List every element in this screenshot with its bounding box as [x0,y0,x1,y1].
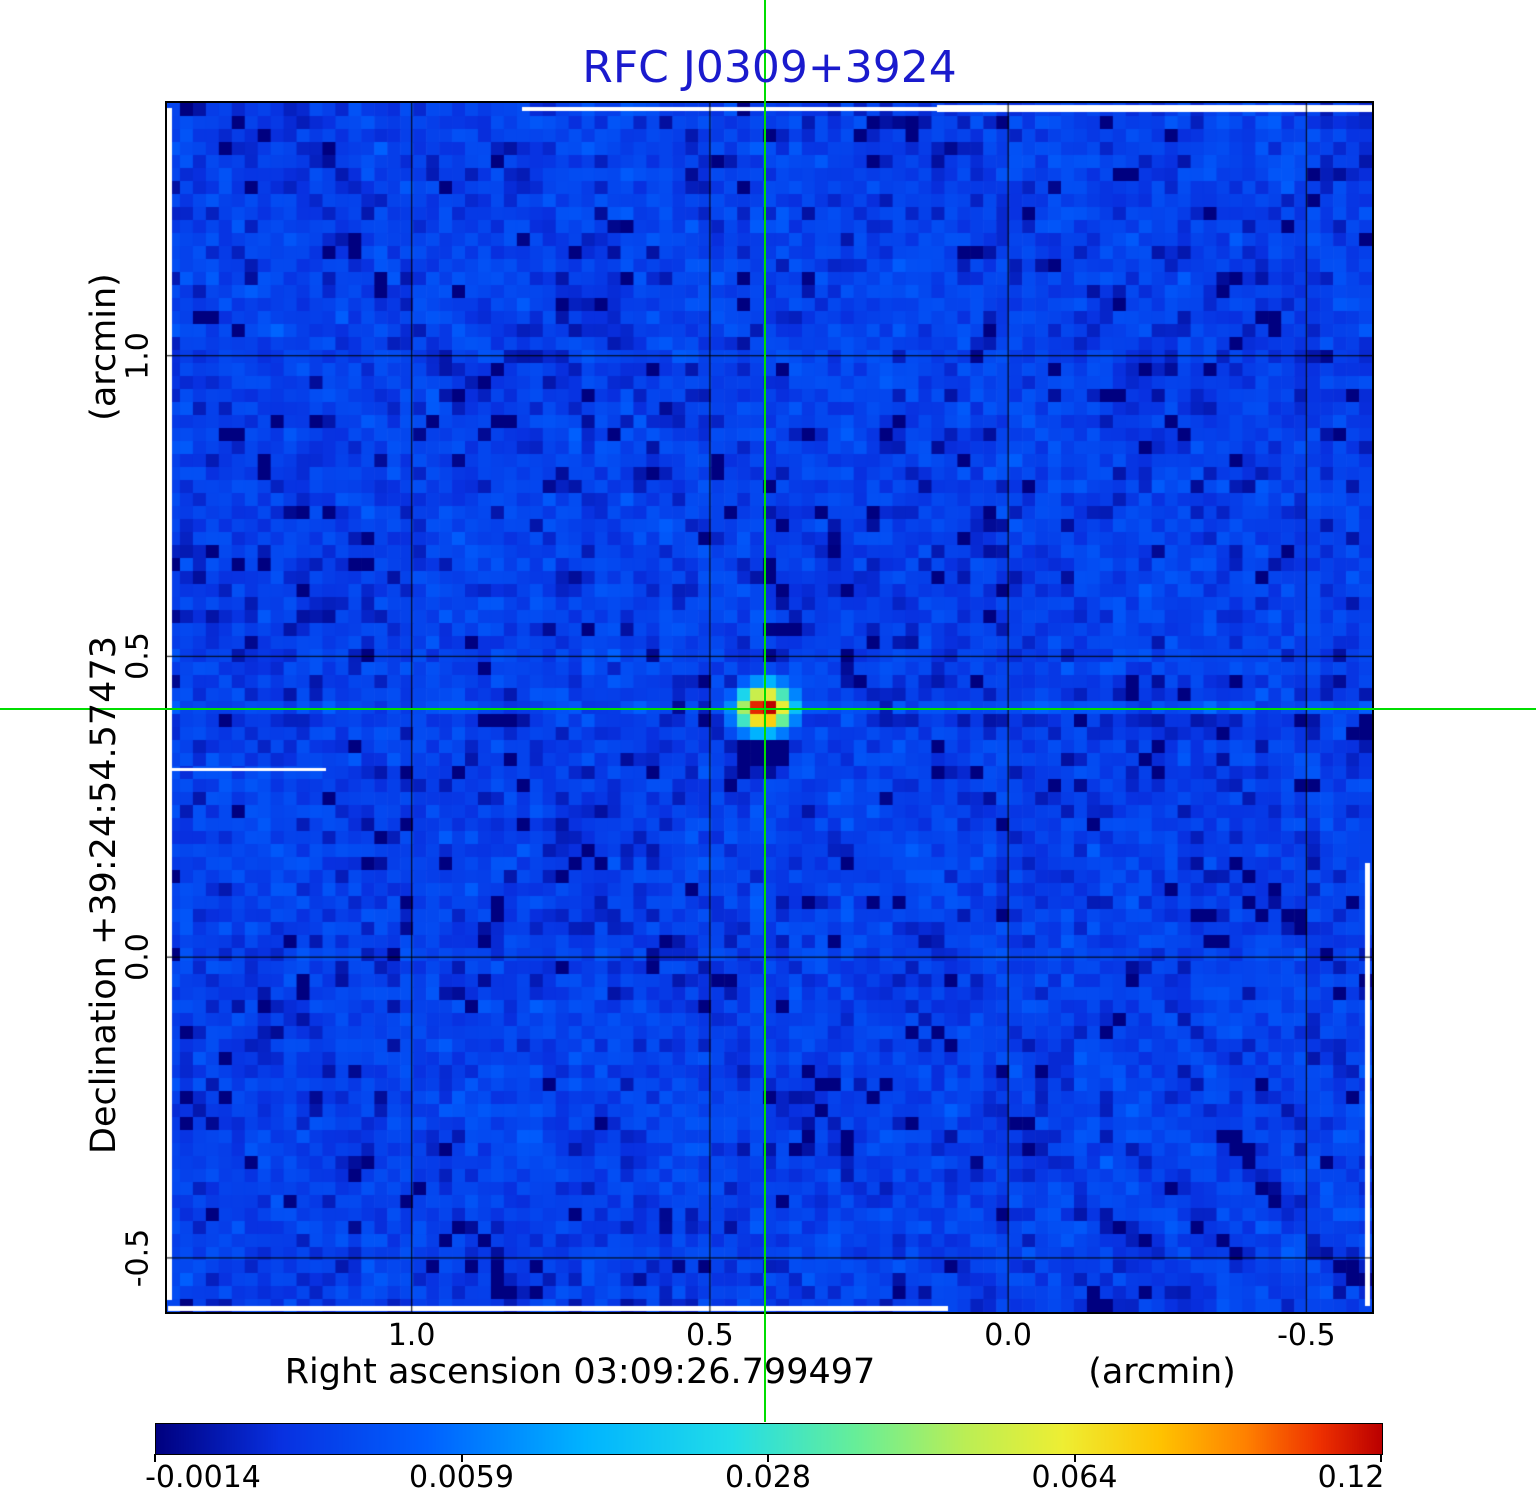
x-axis-unit-label: (arcmin) [1088,1352,1236,1392]
heatmap-canvas [167,103,1372,1312]
x-tick-label: 0.0 [984,1318,1032,1353]
crosshair-horizontal-line [0,707,1536,710]
colorbar-tick-label: 0.12 [1317,1460,1385,1495]
y-tick-label: 0.5 [120,632,156,681]
colorbar-tick-label: 0.0059 [409,1460,514,1495]
y-axis-unit-label: (arcmin) [84,273,124,421]
colorbar [155,1423,1383,1455]
y-tick-label: -0.5 [120,1228,156,1288]
colorbar-tick-mark [1073,1454,1076,1462]
y-tick-label: 0.0 [120,933,156,981]
crosshair-vertical-line [763,0,766,1422]
colorbar-tick-label: -0.0014 [145,1460,261,1495]
y-axis-label: Declination +39:24:54.57473 [84,636,124,1154]
figure-title: RFC J0309+3924 [582,42,957,93]
colorbar-tick-mark [1380,1454,1382,1462]
x-tick-label: -0.5 [1277,1318,1336,1353]
y-tick-label: 1.0 [120,331,156,380]
colorbar-tick-label: 0.064 [1031,1460,1118,1495]
x-axis-label: Right ascension 03:09:26.799497 [284,1352,876,1392]
colorbar-tick-mark [767,1454,769,1462]
x-tick-label: 0.5 [685,1318,734,1353]
x-tick-label: 1.0 [387,1318,436,1353]
colorbar-tick-label: 0.028 [725,1460,811,1495]
colorbar-tick-mark [460,1454,463,1462]
colorbar-tick-mark [154,1454,156,1462]
